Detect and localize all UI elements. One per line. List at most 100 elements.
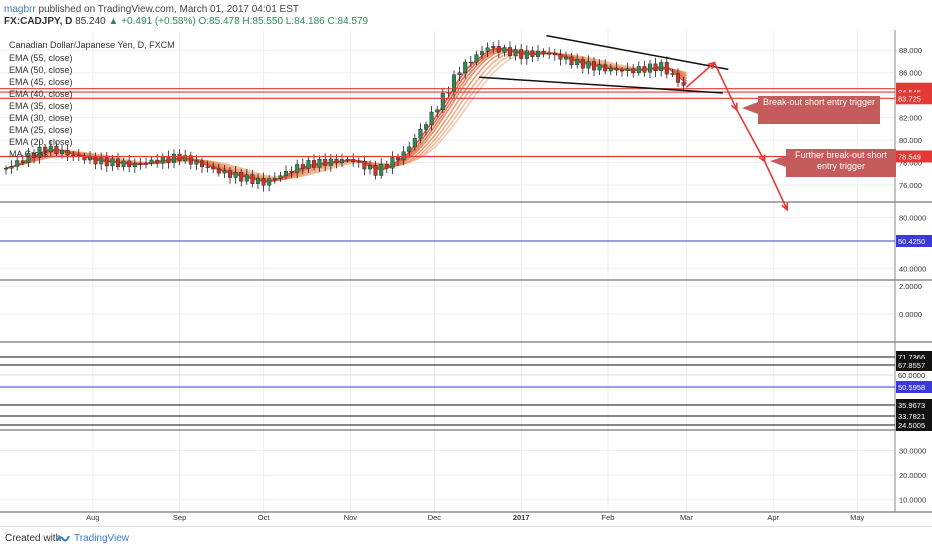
callout-pointer-2 (770, 156, 786, 167)
legend-item[interactable]: EMA (35, close) (9, 101, 73, 111)
candle (407, 146, 412, 152)
candle (384, 163, 389, 169)
candle (396, 157, 401, 161)
level-label: 60.0000 (898, 371, 925, 380)
candle (379, 163, 384, 176)
callout-text-2: Further break-out short entry trigger (794, 150, 888, 171)
symbol-label: FX:CADJPY, D (4, 16, 73, 27)
candle (239, 172, 244, 182)
candle (474, 54, 479, 63)
candle (267, 178, 272, 186)
callout-pointer-1 (742, 102, 758, 114)
candle (664, 62, 669, 75)
y-tick-label: 80.000 (899, 136, 922, 145)
pane5-tick: 10.0000 (899, 496, 926, 505)
tradingview-logo-icon (56, 535, 70, 542)
candle (171, 153, 176, 163)
candle (278, 175, 283, 179)
legend-item[interactable]: EMA (45, close) (9, 77, 73, 87)
x-tick-label: Sep (173, 513, 186, 522)
candle (368, 165, 373, 170)
candle (592, 61, 597, 71)
lower-trendline (479, 76, 723, 94)
price-axis: 88.00086.00084.00082.00080.00078.00076.0… (896, 46, 932, 505)
candle (233, 172, 238, 178)
candle (166, 156, 171, 163)
candle (463, 61, 468, 73)
candle (642, 66, 647, 73)
candle (289, 171, 294, 173)
pane3-tick: 2.0000 (899, 282, 922, 291)
legend-item[interactable]: EMA (20, close) (9, 137, 73, 147)
candle (149, 159, 154, 164)
candle (429, 111, 434, 125)
candle (71, 154, 76, 157)
candle (323, 159, 328, 166)
legend-item[interactable]: EMA (25, close) (9, 125, 73, 135)
candle (552, 53, 557, 55)
candle (205, 166, 210, 169)
candle (183, 155, 188, 162)
candle (261, 178, 266, 186)
candle (519, 49, 524, 59)
candle (564, 56, 569, 60)
candle (597, 64, 602, 71)
candle (188, 155, 193, 165)
candle (26, 153, 31, 163)
candle (575, 59, 580, 66)
pane5-tick: 30.0000 (899, 447, 926, 456)
price-label: 83.725 (898, 94, 921, 103)
rsi-label: 50.4250 (898, 237, 925, 246)
candle (211, 166, 216, 170)
tradingview-link[interactable]: TradingView (74, 533, 130, 544)
candle (132, 162, 137, 167)
legend-item[interactable]: EMA (50, close) (9, 65, 73, 75)
candle (104, 157, 109, 167)
candle (608, 67, 613, 72)
publish-info: published on TradingView.com, March 01, … (38, 4, 300, 15)
candle (43, 146, 48, 153)
candle (138, 162, 143, 165)
level-label-box (896, 359, 932, 371)
candle (194, 160, 199, 165)
candle (37, 146, 42, 158)
x-tick-label: May (850, 513, 864, 522)
legend-item[interactable]: EMA (30, close) (9, 113, 73, 123)
candle (485, 47, 490, 52)
projection-arrow (713, 62, 738, 111)
candle (676, 73, 681, 83)
candle (636, 66, 641, 74)
candle (524, 50, 529, 59)
legend-item[interactable]: EMA (40, close) (9, 89, 73, 99)
candle (530, 50, 535, 57)
x-tick-label: Oct (258, 513, 271, 522)
candle (250, 174, 255, 184)
legend-item[interactable]: MA Cross (9, 149, 49, 159)
level-label: 50.5958 (898, 383, 925, 392)
candle (317, 159, 322, 168)
candle (328, 158, 333, 166)
candle (435, 109, 440, 113)
candle (547, 53, 552, 55)
candle (468, 61, 473, 64)
candle (541, 50, 546, 55)
y-tick-label: 76.000 (899, 181, 922, 190)
pane-borders (0, 30, 932, 513)
candle (9, 166, 14, 169)
candle (284, 171, 289, 176)
legend-item[interactable]: EMA (55, close) (9, 53, 73, 63)
projection-arrow (736, 109, 766, 162)
pane2-tick: 40.0000 (899, 264, 926, 273)
candle (295, 164, 300, 173)
projection-arrow (764, 161, 788, 211)
trend-overlay (0, 34, 895, 426)
author-link[interactable]: magbrr (4, 4, 36, 15)
footer: Created with TradingView (0, 526, 932, 551)
projection-arrow (685, 62, 715, 88)
candle (356, 161, 361, 163)
candle (345, 159, 350, 161)
level-label-box (896, 381, 932, 393)
candle (653, 63, 658, 71)
price-chart[interactable]: 88.00086.00084.00082.00080.00078.00076.0… (0, 30, 932, 526)
price-change: +0.491 (+0.58%) (121, 16, 196, 27)
